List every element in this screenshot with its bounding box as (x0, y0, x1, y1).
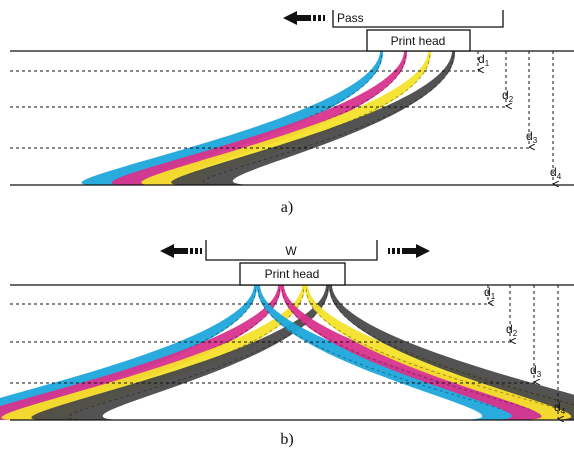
print-head-label: Print head (391, 34, 446, 48)
pass-bracket (332, 10, 504, 28)
ink-band (329, 288, 574, 406)
arrow-left (283, 11, 325, 25)
print-head (366, 29, 471, 52)
ink-band (328, 285, 574, 420)
ink-band (0, 285, 258, 420)
ink-band (0, 285, 282, 420)
ink-band (171, 51, 456, 185)
ink-band (31, 285, 330, 420)
print-head-label: Print head (265, 267, 320, 281)
distance-label: d4 (550, 165, 562, 181)
caption: b) (280, 431, 293, 448)
pass-label: Pass (337, 11, 364, 25)
ink-band (81, 51, 384, 185)
distance-label: d2 (506, 322, 518, 338)
distance-label: d1 (478, 52, 490, 68)
ink-band (0, 288, 257, 409)
ink-band (202, 54, 455, 186)
distance-label: d4 (554, 400, 566, 416)
ink-bands (0, 51, 574, 421)
width-label: W (285, 244, 297, 258)
distance-label: d1 (484, 285, 496, 301)
distance-label: d3 (530, 363, 542, 379)
ink-band (111, 51, 408, 185)
width-bracket (205, 240, 378, 261)
ink-band (1, 285, 306, 420)
print-head (239, 262, 346, 286)
distance-label: d3 (526, 129, 538, 145)
caption: a) (281, 199, 293, 216)
arrow-left (160, 244, 202, 258)
ink-band (141, 51, 432, 185)
arrow-right (388, 244, 430, 258)
distance-label: d2 (502, 88, 514, 104)
